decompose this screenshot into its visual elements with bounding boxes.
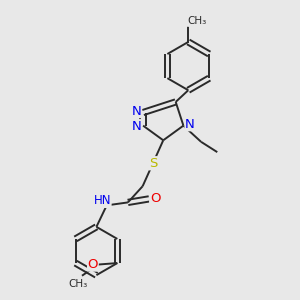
Text: O: O <box>150 192 160 206</box>
Text: N: N <box>132 105 142 118</box>
Text: HN: HN <box>94 194 111 207</box>
Text: O: O <box>88 258 98 271</box>
Text: N: N <box>185 118 195 131</box>
Text: S: S <box>149 157 157 170</box>
Text: N: N <box>132 120 142 133</box>
Text: CH₃: CH₃ <box>69 279 88 289</box>
Text: CH₃: CH₃ <box>188 16 207 26</box>
